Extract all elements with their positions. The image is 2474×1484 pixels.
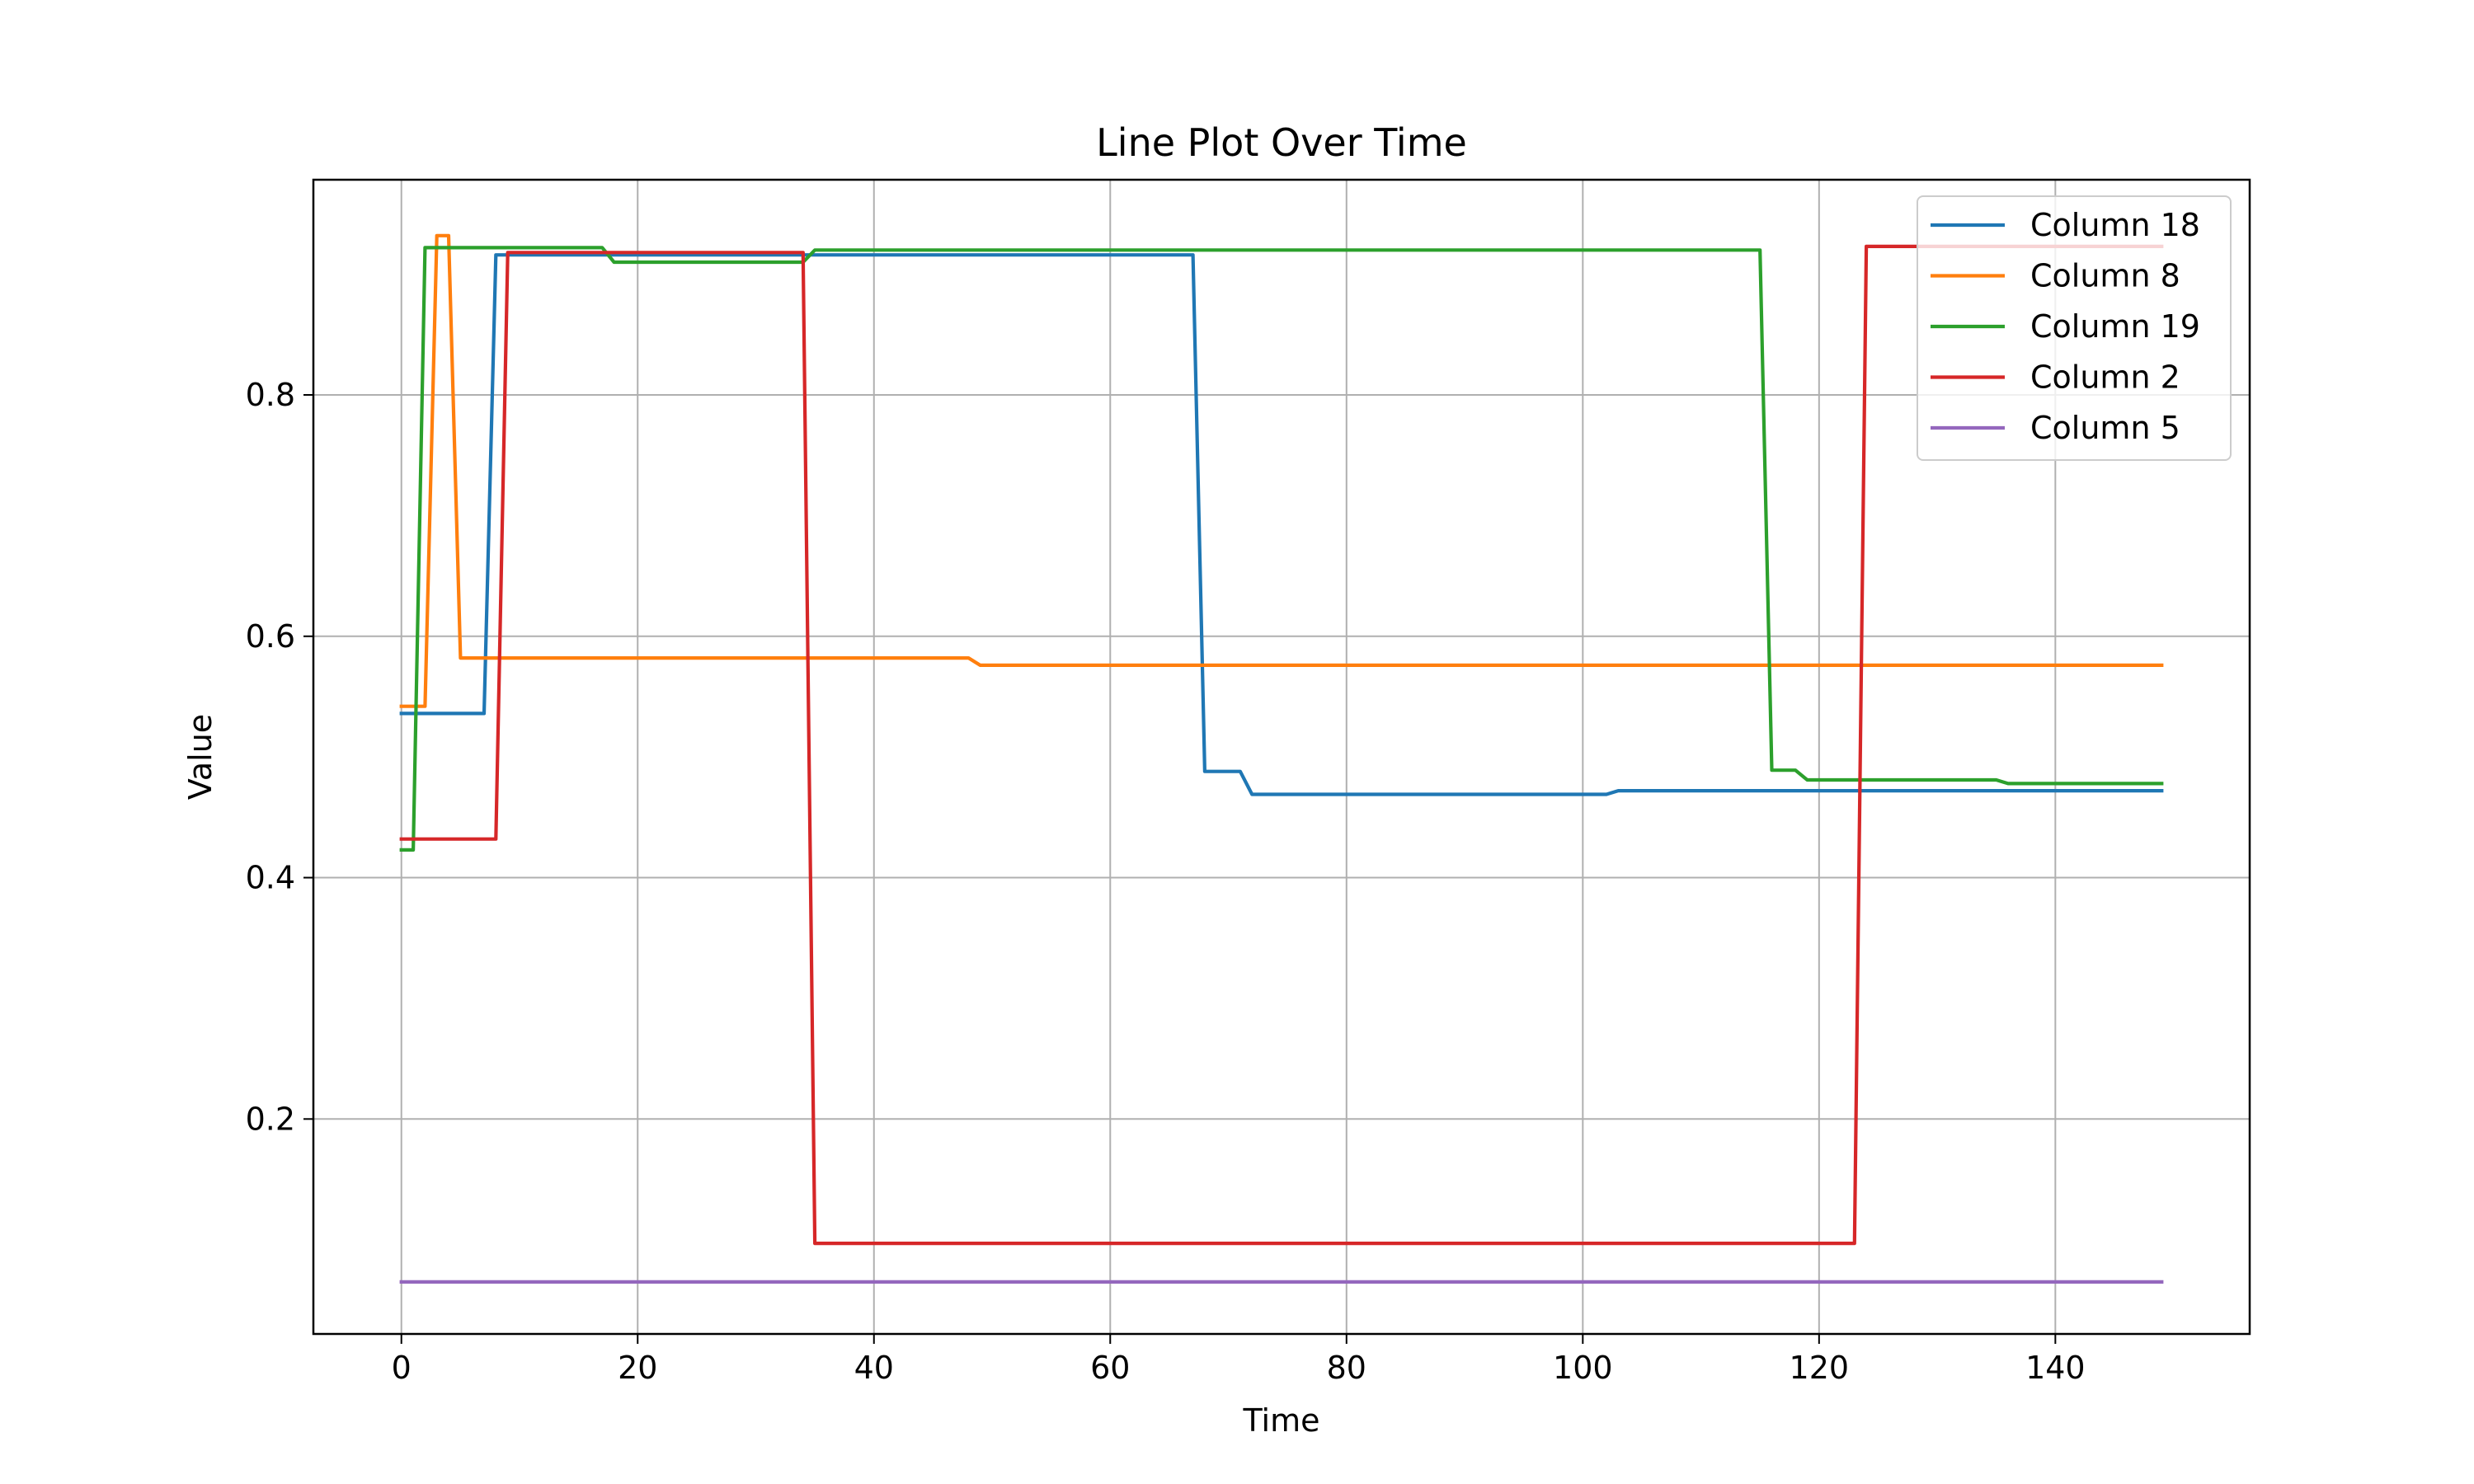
legend-box xyxy=(1917,195,2232,461)
legend-label: Column 5 xyxy=(2030,410,2180,446)
x-tick-label: 0 xyxy=(392,1350,412,1386)
y-tick-label: 0.6 xyxy=(246,618,295,655)
legend: Column 18 Column 8 Column 19 Column 2 Column… xyxy=(1917,195,2232,461)
legend-label: Column 8 xyxy=(2030,258,2180,294)
chart-title: Line Plot Over Time xyxy=(1096,120,1467,165)
y-tick-label: 0.8 xyxy=(246,377,295,413)
legend-label: Column 2 xyxy=(2030,359,2180,396)
y-axis-label: Value xyxy=(182,714,219,800)
legend-label: Column 18 xyxy=(2030,207,2200,243)
series-line-4 xyxy=(399,244,2164,1246)
series-line-3 xyxy=(399,246,2164,852)
x-tick-label: 100 xyxy=(1553,1350,1613,1386)
legend-label: Column 19 xyxy=(2030,308,2200,345)
plot-frame xyxy=(312,178,2251,1336)
series-lines xyxy=(399,233,2164,1284)
x-axis-ticks: 0 20 40 60 80 100 120 140 xyxy=(392,1334,2086,1386)
y-tick-label: 0.2 xyxy=(246,1101,295,1137)
series-line-1 xyxy=(399,253,2164,796)
x-tick-label: 140 xyxy=(2025,1350,2086,1386)
series-line-2 xyxy=(399,233,2164,708)
x-tick-label: 20 xyxy=(618,1350,657,1386)
y-tick-label: 0.4 xyxy=(246,860,295,896)
x-tick-label: 120 xyxy=(1790,1350,1850,1386)
x-tick-label: 40 xyxy=(854,1350,894,1386)
y-axis-ticks: 0.2 0.4 0.6 0.8 xyxy=(246,377,313,1137)
x-axis-label: Time xyxy=(1243,1402,1320,1439)
x-tick-label: 80 xyxy=(1327,1350,1366,1386)
x-tick-label: 60 xyxy=(1090,1350,1130,1386)
